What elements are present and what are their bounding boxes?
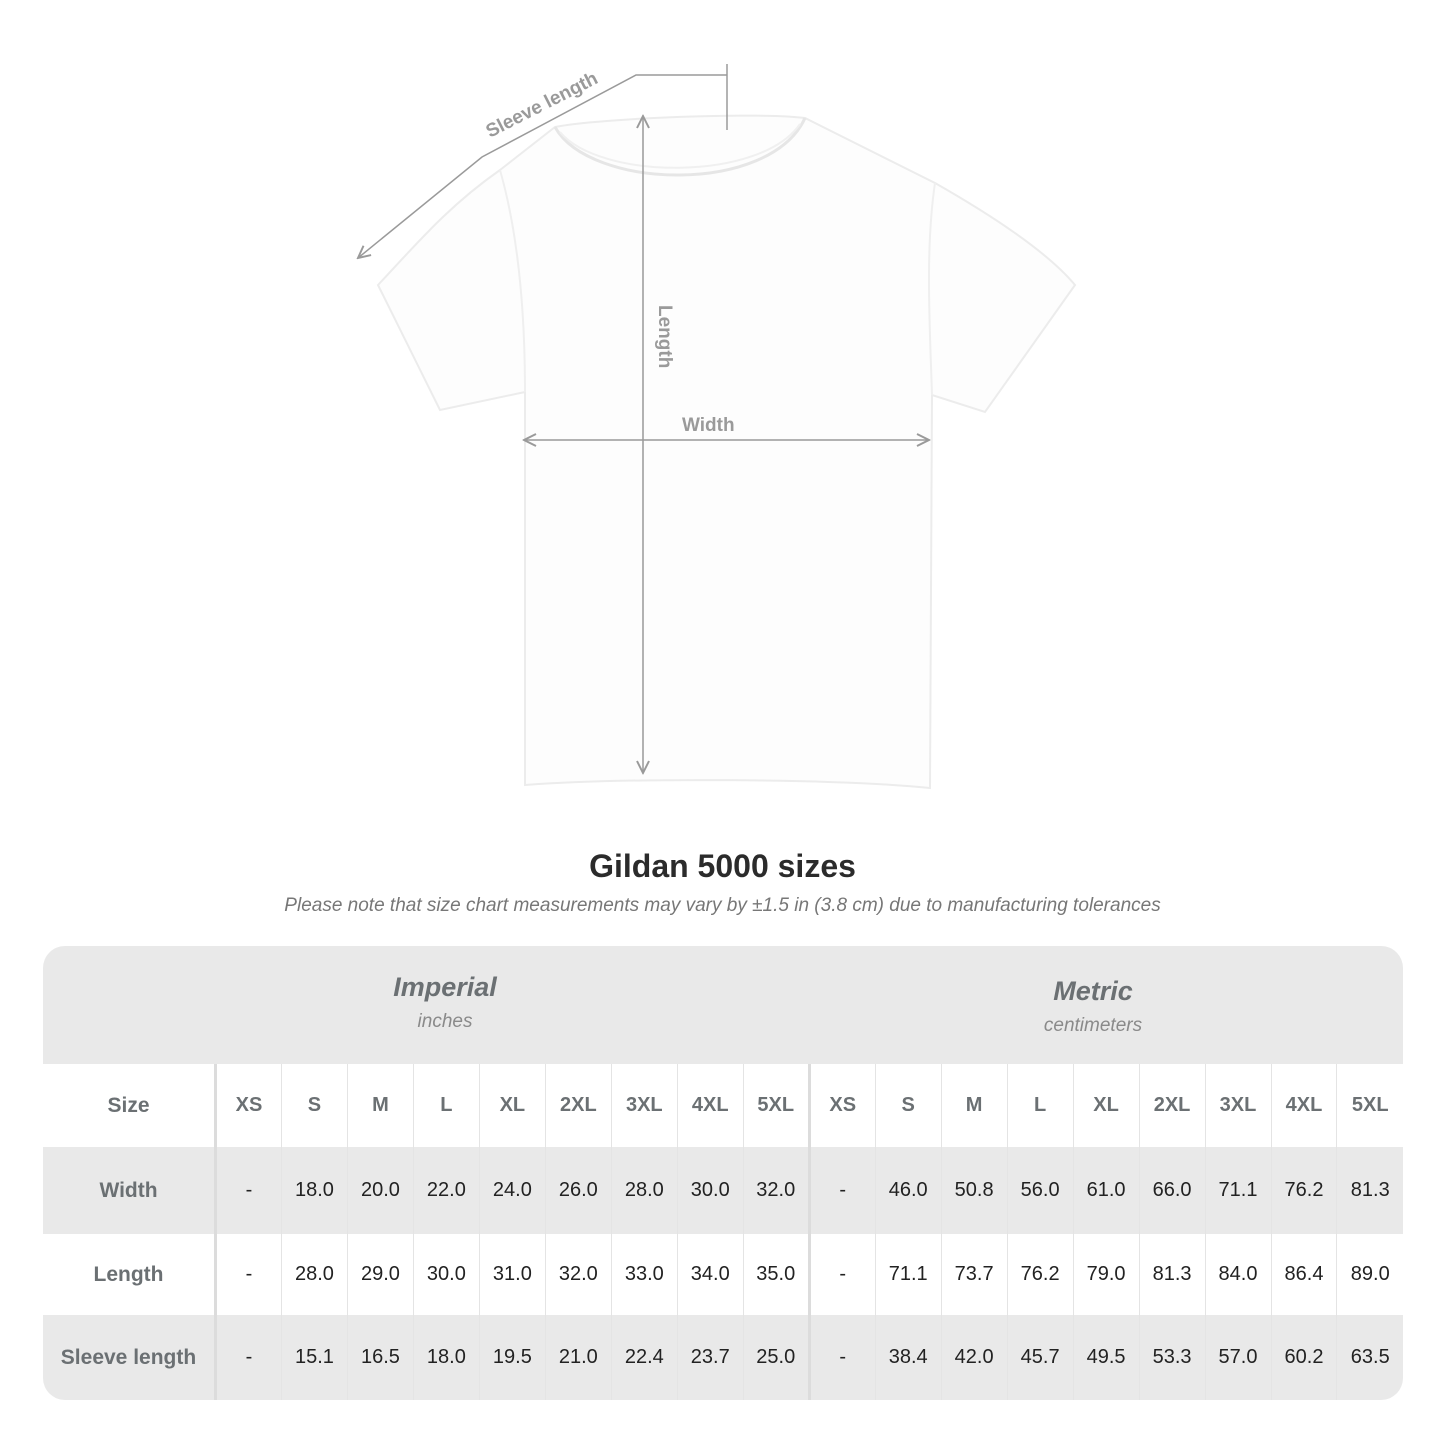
metric-size-header: M [940,1064,1008,1147]
metric-value-cell: 76.2 [1006,1234,1074,1315]
metric-size-header: 3XL [1204,1064,1271,1147]
imperial-value-cell: 35.0 [742,1234,810,1315]
imperial-value-cell: 34.0 [676,1234,744,1315]
metric-value-cell: - [807,1315,876,1400]
metric-size-header: 5XL [1336,1064,1403,1147]
imperial-value-cell: 29.0 [346,1234,414,1315]
metric-value-cell: 53.3 [1138,1315,1206,1400]
imperial-size-header: L [412,1064,480,1147]
metric-size-header: L [1006,1064,1074,1147]
imperial-value-cell: 33.0 [610,1234,678,1315]
width-label: Width [682,415,735,436]
imperial-size-header: XL [478,1064,546,1147]
imperial-size-header: S [280,1064,348,1147]
imperial-value-cell: - [215,1147,282,1234]
length-label: Length [654,305,675,368]
metric-size-header: 2XL [1138,1064,1206,1147]
imperial-unit: inches [417,1011,473,1032]
tolerance-note: Please note that size chart measurements… [284,895,1161,916]
imperial-value-cell: 25.0 [742,1315,810,1400]
metric-value-cell: - [807,1234,876,1315]
imperial-value-cell: 32.0 [742,1147,810,1234]
metric-value-cell: 71.1 [1204,1147,1271,1234]
metric-value-cell: 49.5 [1072,1315,1140,1400]
metric-value-cell: 81.3 [1138,1234,1206,1315]
tshirt-diagram: Sleeve length Length Width [0,64,1077,790]
imperial-size-header: M [346,1064,414,1147]
metric-value-cell: 71.1 [874,1234,942,1315]
tshirt-collar [553,117,807,177]
table-row: Length -28.0 29.0 30.0 31.0 32.0 33.0 34.0 35.0-… [43,1234,1403,1315]
imperial-title: Imperial [393,972,497,1002]
imperial-size-header: 5XL [742,1064,810,1147]
imperial-value-cell: 21.0 [544,1315,612,1400]
imperial-value-cell: 18.0 [412,1315,480,1400]
imperial-size-header: 4XL [676,1064,744,1147]
row-label: Width [43,1147,217,1234]
imperial-value-cell: - [215,1315,282,1400]
metric-value-cell: 42.0 [940,1315,1008,1400]
metric-unit: centimeters [1043,1015,1143,1036]
imperial-value-cell: - [215,1234,282,1315]
imperial-value-cell: 24.0 [478,1147,546,1234]
imperial-value-cell: 22.0 [412,1147,480,1234]
metric-value-cell: 81.3 [1336,1147,1403,1234]
metric-value-cell: 73.7 [940,1234,1008,1315]
imperial-value-cell: 30.0 [412,1234,480,1315]
imperial-value-cell: 16.5 [346,1315,414,1400]
imperial-value-cell: 30.0 [676,1147,744,1234]
header-row: Size XS S M L XL 2XL 3XL 4XL 5XL XS S M L XL 2XL 3XL 4XL 5… [43,1064,1403,1147]
metric-value-cell: 57.0 [1204,1315,1271,1400]
metric-value-cell: 45.7 [1006,1315,1074,1400]
metric-value-cell: 61.0 [1072,1147,1140,1234]
metric-size-header: S [874,1064,942,1147]
imperial-value-cell: 28.0 [610,1147,678,1234]
metric-value-cell: 38.4 [874,1315,942,1400]
sleeve-length-line [358,74,727,258]
metric-value-cell: 66.0 [1138,1147,1206,1234]
metric-title: Metric [1053,976,1133,1006]
unit-header: Imperial inches Metric centimeters [43,946,1403,1064]
imperial-size-header: XS [215,1064,282,1147]
page-title: Gildan 5000 sizes [589,848,856,884]
metric-value-cell: 89.0 [1336,1234,1403,1315]
metric-size-header: XL [1072,1064,1140,1147]
tshirt-shape [376,114,1077,790]
imperial-value-cell: 22.4 [610,1315,678,1400]
imperial-size-header: 2XL [544,1064,612,1147]
metric-value-cell: 86.4 [1270,1234,1337,1315]
imperial-value-cell: 23.7 [676,1315,744,1400]
imperial-value-cell: 32.0 [544,1234,612,1315]
metric-value-cell: 76.2 [1270,1147,1337,1234]
table-row: Width -18.0 20.0 22.0 24.0 26.0 28.0 30.0 32.0-4… [43,1147,1403,1234]
imperial-value-cell: 28.0 [280,1234,348,1315]
table-row: Sleeve length -15.1 16.5 18.0 19.5 21.0 22.4 23… [43,1315,1403,1400]
imperial-value-cell: 31.0 [478,1234,546,1315]
imperial-value-cell: 18.0 [280,1147,348,1234]
size-label: Size [43,1064,217,1147]
metric-value-cell: 79.0 [1072,1234,1140,1315]
metric-header: Metric centimeters [863,976,1323,1037]
metric-value-cell: 84.0 [1204,1234,1271,1315]
size-chart: Imperial inches Metric centimeters Size X… [43,946,1403,1400]
imperial-value-cell: 20.0 [346,1147,414,1234]
size-table: Size XS S M L XL 2XL 3XL 4XL 5XL XS S M L XL 2XL 3XL 4XL 5… [43,1064,1403,1400]
metric-size-header: 4XL [1270,1064,1337,1147]
metric-value-cell: - [807,1147,876,1234]
metric-value-cell: 63.5 [1336,1315,1403,1400]
imperial-value-cell: 19.5 [478,1315,546,1400]
metric-value-cell: 56.0 [1006,1147,1074,1234]
imperial-value-cell: 26.0 [544,1147,612,1234]
metric-size-header: XS [807,1064,876,1147]
imperial-value-cell: 15.1 [280,1315,348,1400]
row-label: Length [43,1234,217,1315]
metric-value-cell: 46.0 [874,1147,942,1234]
metric-value-cell: 50.8 [940,1147,1008,1234]
imperial-size-header: 3XL [610,1064,678,1147]
metric-value-cell: 60.2 [1270,1315,1337,1400]
imperial-header: Imperial inches [215,972,675,1033]
row-label: Sleeve length [43,1315,217,1400]
